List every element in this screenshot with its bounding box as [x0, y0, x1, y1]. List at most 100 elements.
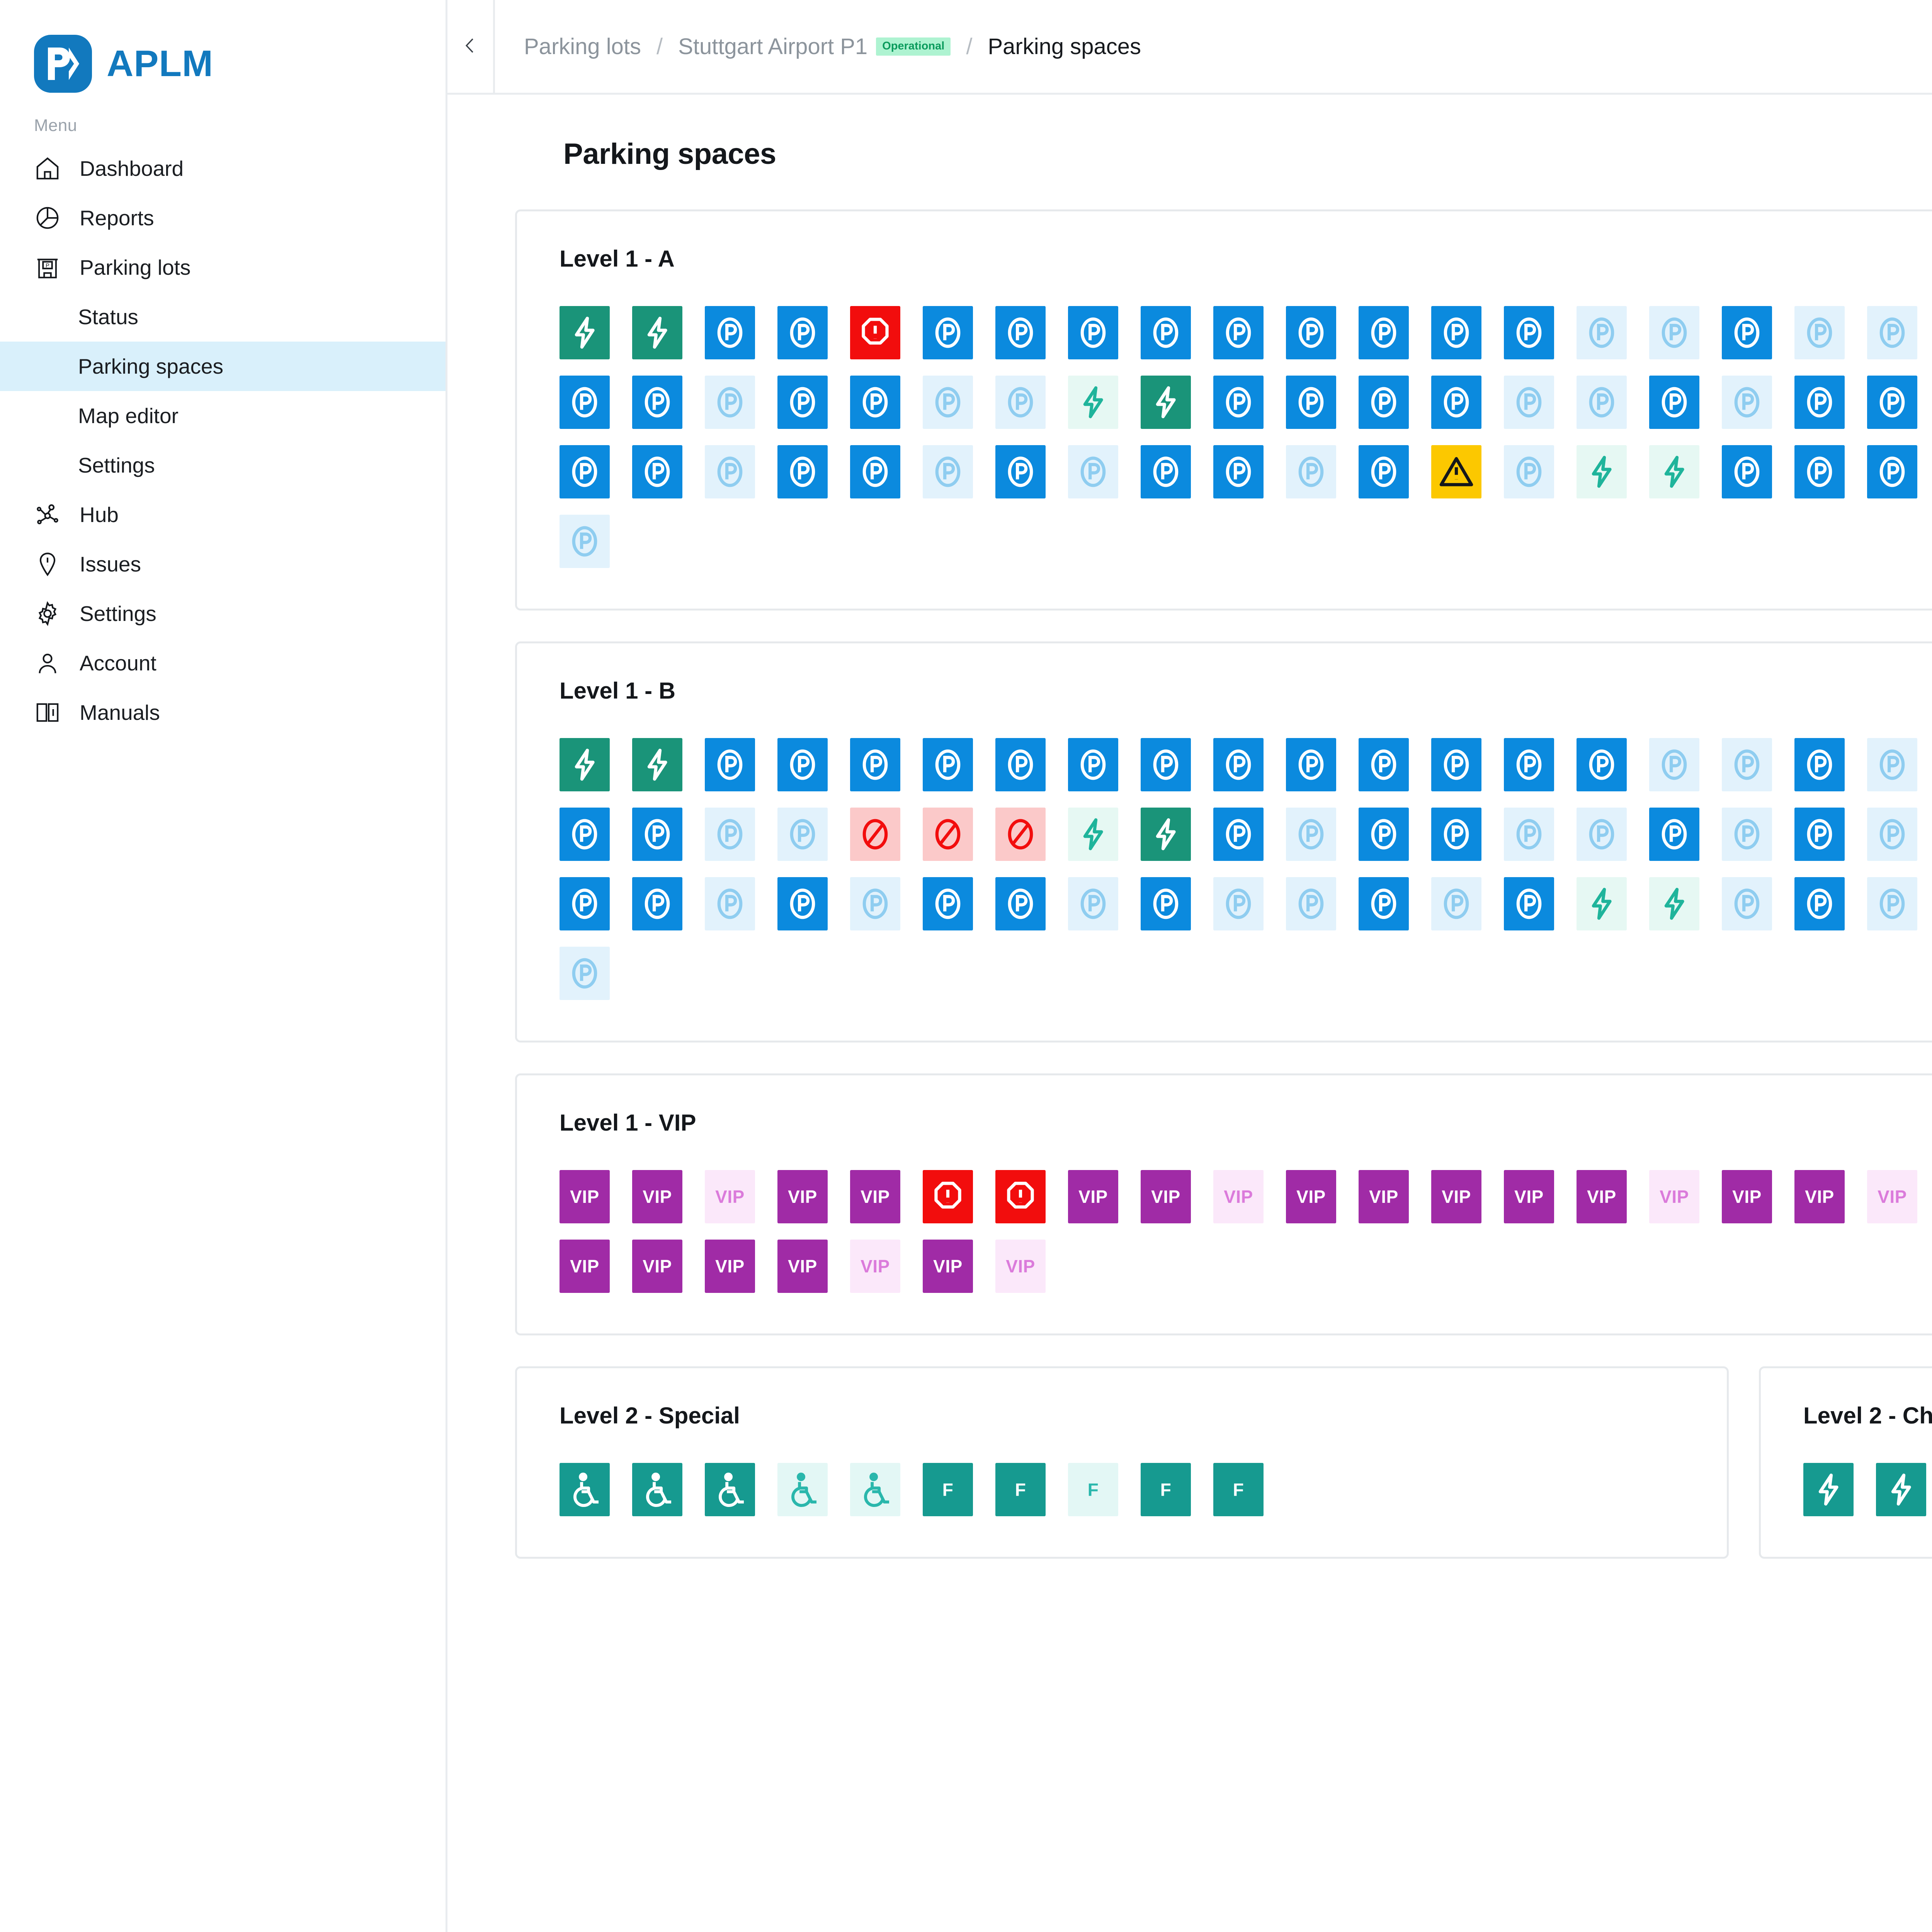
- sidebar-item-manuals[interactable]: Manuals: [0, 688, 446, 737]
- sidebar-item-status[interactable]: Status: [0, 292, 446, 342]
- accessible-space-occupied[interactable]: [632, 1463, 682, 1516]
- parking-space-occupied[interactable]: [1141, 306, 1191, 359]
- parking-space-occupied[interactable]: [923, 738, 973, 791]
- sidebar-item-parking-lots[interactable]: P Parking lots: [0, 243, 446, 292]
- parking-space-free[interactable]: [705, 808, 755, 861]
- vip-space-occupied[interactable]: VIP: [1577, 1170, 1627, 1223]
- vip-space-free[interactable]: VIP: [1867, 1170, 1917, 1223]
- parking-space-occupied[interactable]: [1504, 738, 1554, 791]
- charging-space-occupied[interactable]: [560, 738, 610, 791]
- parking-space-occupied[interactable]: [1359, 877, 1409, 930]
- parking-space-free[interactable]: [1431, 877, 1481, 930]
- parking-space-free[interactable]: [923, 376, 973, 429]
- sidebar-item-account[interactable]: Account: [0, 638, 446, 688]
- parking-space-occupied[interactable]: [1431, 376, 1481, 429]
- parking-space-occupied[interactable]: [777, 877, 828, 930]
- parking-space-occupied[interactable]: [850, 445, 900, 498]
- parking-space-occupied[interactable]: [1722, 445, 1772, 498]
- parking-space-free[interactable]: [777, 808, 828, 861]
- charging-space-occupied[interactable]: [1876, 1463, 1926, 1516]
- parking-space-occupied[interactable]: [1286, 376, 1336, 429]
- charging-space-free[interactable]: [1068, 808, 1118, 861]
- vip-space-occupied[interactable]: VIP: [923, 1240, 973, 1293]
- vip-space-occupied[interactable]: VIP: [777, 1240, 828, 1293]
- fault-space[interactable]: [995, 1170, 1046, 1223]
- parking-space-occupied[interactable]: [995, 445, 1046, 498]
- parking-space-occupied[interactable]: [1286, 738, 1336, 791]
- family-space-occupied[interactable]: F: [923, 1463, 973, 1516]
- family-space-occupied[interactable]: F: [1213, 1463, 1264, 1516]
- back-button[interactable]: [447, 0, 493, 93]
- vip-space-free[interactable]: VIP: [1649, 1170, 1699, 1223]
- parking-space-occupied[interactable]: [1359, 376, 1409, 429]
- parking-space-free[interactable]: [1286, 808, 1336, 861]
- parking-space-free[interactable]: [705, 877, 755, 930]
- sidebar-item-parking-spaces[interactable]: Parking spaces: [0, 342, 446, 391]
- vip-space-occupied[interactable]: VIP: [1722, 1170, 1772, 1223]
- parking-space-occupied[interactable]: [560, 808, 610, 861]
- parking-space-free[interactable]: [1504, 808, 1554, 861]
- parking-space-free[interactable]: [705, 376, 755, 429]
- sidebar-item-map-editor[interactable]: Map editor: [0, 391, 446, 440]
- family-space-occupied[interactable]: F: [1141, 1463, 1191, 1516]
- parking-space-occupied[interactable]: [777, 445, 828, 498]
- parking-space-occupied[interactable]: [560, 376, 610, 429]
- parking-space-occupied[interactable]: [1213, 808, 1264, 861]
- parking-space-occupied[interactable]: [1431, 808, 1481, 861]
- parking-space-occupied[interactable]: [1068, 306, 1118, 359]
- charging-space-occupied[interactable]: [632, 306, 682, 359]
- charging-space-occupied[interactable]: [1141, 808, 1191, 861]
- charging-space-free[interactable]: [1068, 376, 1118, 429]
- parking-space-occupied[interactable]: [1431, 306, 1481, 359]
- vip-space-occupied[interactable]: VIP: [1504, 1170, 1554, 1223]
- vip-space-free[interactable]: VIP: [995, 1240, 1046, 1293]
- parking-space-free[interactable]: [923, 445, 973, 498]
- parking-space-occupied[interactable]: [777, 376, 828, 429]
- parking-space-free[interactable]: [560, 515, 610, 568]
- charging-space-occupied[interactable]: [1141, 376, 1191, 429]
- accessible-space-occupied[interactable]: [705, 1463, 755, 1516]
- sidebar-item-dashboard[interactable]: Dashboard: [0, 144, 446, 193]
- parking-space-occupied[interactable]: [1359, 306, 1409, 359]
- parking-space-free[interactable]: [1577, 808, 1627, 861]
- fault-space[interactable]: [850, 306, 900, 359]
- vip-space-occupied[interactable]: VIP: [1359, 1170, 1409, 1223]
- parking-space-occupied[interactable]: [1649, 376, 1699, 429]
- parking-space-free[interactable]: [1504, 445, 1554, 498]
- parking-space-occupied[interactable]: [923, 877, 973, 930]
- vip-space-free[interactable]: VIP: [1213, 1170, 1264, 1223]
- parking-space-occupied[interactable]: [850, 738, 900, 791]
- parking-space-free[interactable]: [1867, 808, 1917, 861]
- parking-space-free[interactable]: [1577, 306, 1627, 359]
- parking-space-occupied[interactable]: [1213, 445, 1264, 498]
- blocked-space[interactable]: [923, 808, 973, 861]
- vip-space-occupied[interactable]: VIP: [560, 1170, 610, 1223]
- charging-space-occupied[interactable]: [1803, 1463, 1854, 1516]
- parking-space-free[interactable]: [850, 877, 900, 930]
- parking-space-free[interactable]: [1794, 306, 1845, 359]
- vip-space-free[interactable]: VIP: [705, 1170, 755, 1223]
- parking-space-occupied[interactable]: [560, 445, 610, 498]
- vip-space-occupied[interactable]: VIP: [1794, 1170, 1845, 1223]
- vip-space-occupied[interactable]: VIP: [632, 1240, 682, 1293]
- parking-space-free[interactable]: [1068, 445, 1118, 498]
- parking-space-occupied[interactable]: [1649, 808, 1699, 861]
- parking-space-free[interactable]: [1286, 445, 1336, 498]
- parking-space-occupied[interactable]: [1867, 445, 1917, 498]
- parking-space-occupied[interactable]: [632, 376, 682, 429]
- warning-space[interactable]: [1431, 445, 1481, 498]
- family-space-free[interactable]: F: [1068, 1463, 1118, 1516]
- charging-space-free[interactable]: [1577, 877, 1627, 930]
- parking-space-occupied[interactable]: [1794, 877, 1845, 930]
- parking-space-occupied[interactable]: [705, 306, 755, 359]
- parking-space-occupied[interactable]: [560, 877, 610, 930]
- parking-space-occupied[interactable]: [1577, 738, 1627, 791]
- charging-space-occupied[interactable]: [560, 306, 610, 359]
- charging-space-occupied[interactable]: [632, 738, 682, 791]
- sidebar-item-reports[interactable]: Reports: [0, 193, 446, 243]
- parking-space-occupied[interactable]: [1359, 738, 1409, 791]
- parking-space-free[interactable]: [560, 947, 610, 1000]
- vip-space-occupied[interactable]: VIP: [1141, 1170, 1191, 1223]
- parking-space-free[interactable]: [1722, 738, 1772, 791]
- parking-space-free[interactable]: [1867, 306, 1917, 359]
